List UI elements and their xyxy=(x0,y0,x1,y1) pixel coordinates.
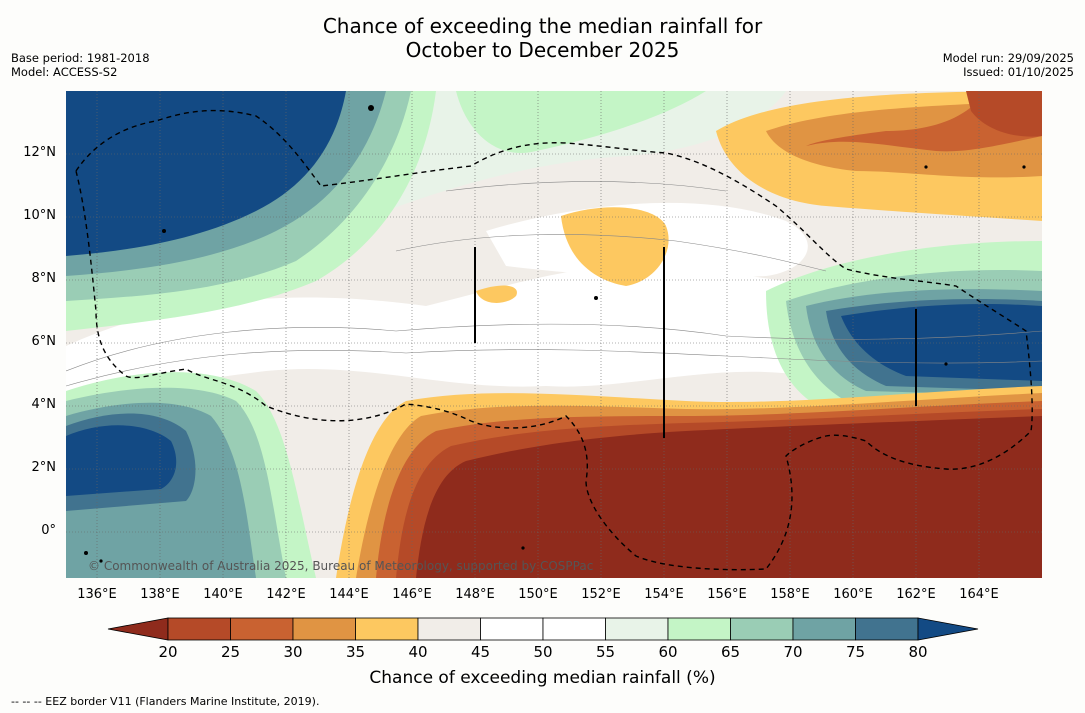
lon-label: 138°E xyxy=(140,587,180,602)
lon-label: 148°E xyxy=(455,587,495,602)
lat-label: 10°N xyxy=(23,208,56,223)
lon-label: 160°E xyxy=(833,587,873,602)
title-line-2: October to December 2025 xyxy=(405,38,680,62)
lon-label: 144°E xyxy=(329,587,369,602)
run-info: Model run: 29/09/2025 Issued: 01/10/2025 xyxy=(943,51,1074,79)
colorbar-swatch xyxy=(230,617,294,641)
lon-label: 158°E xyxy=(770,587,810,602)
island-marks xyxy=(84,105,1026,563)
region-65-70-north xyxy=(456,91,706,153)
colorbar-swatch xyxy=(167,617,231,641)
region-35-40-small xyxy=(476,285,517,303)
lat-label: 4°N xyxy=(31,397,57,412)
lon-label: 152°E xyxy=(581,587,621,602)
colorbar-swatch xyxy=(667,617,731,641)
colorbar-tick: 20 xyxy=(158,643,178,661)
map-gridlines xyxy=(66,91,1042,578)
title-line-1: Chance of exceeding the median rainfall … xyxy=(322,14,763,38)
rainfall-map: © Commonwealth of Australia 2025, Bureau… xyxy=(66,91,1042,578)
colorbar-tick: 35 xyxy=(345,643,366,661)
colorbar-tick: 70 xyxy=(783,643,803,661)
lat-label: 6°N xyxy=(31,334,57,349)
lon-label: 150°E xyxy=(518,587,558,602)
model-info: Base period: 1981-2018 Model: ACCESS-S2 xyxy=(11,51,150,79)
lon-label: 156°E xyxy=(707,587,747,602)
colorbar-tick: 25 xyxy=(220,643,241,661)
colorbar-swatch xyxy=(792,617,856,641)
region-20-25-ne xyxy=(966,91,1042,137)
boundary-segments xyxy=(474,247,917,438)
region-80-plus-east xyxy=(841,304,1042,381)
lon-label: 136°E xyxy=(77,587,117,602)
region-35-40-center xyxy=(561,207,669,286)
colorbar-swatch xyxy=(292,617,356,641)
colorbar-tick: 45 xyxy=(470,643,491,661)
lon-label: 142°E xyxy=(266,587,306,602)
model-run: Model run: 29/09/2025 xyxy=(942,51,1074,65)
colorbar-swatch xyxy=(855,617,919,641)
colorbar-swatch xyxy=(730,617,794,641)
region-80-plus-nw xyxy=(66,91,346,256)
lat-label: 12°N xyxy=(23,145,56,160)
colorbar-swatch xyxy=(480,617,544,641)
region-below-20-south xyxy=(416,416,1042,578)
lat-label: 0° xyxy=(41,523,56,538)
colorbar-low-arrow xyxy=(107,617,169,641)
chart-title: Chance of exceeding the median rainfall … xyxy=(0,14,1085,62)
colorbar-title: Chance of exceeding median rainfall (%) xyxy=(369,668,716,688)
colorbar-tick: 30 xyxy=(283,643,303,661)
model-name: Model: ACCESS-S2 xyxy=(11,65,118,79)
issued-date: Issued: 01/10/2025 xyxy=(963,65,1074,79)
lon-label: 140°E xyxy=(203,587,243,602)
lon-label: 146°E xyxy=(392,587,432,602)
colorbar-swatch xyxy=(605,617,669,641)
colorbar-tick: 55 xyxy=(595,643,616,661)
eez-border xyxy=(75,109,1033,571)
colorbar-tick: 60 xyxy=(658,643,678,661)
lat-label: 2°N xyxy=(31,460,57,475)
lon-label: 162°E xyxy=(896,587,936,602)
colorbar-swatch xyxy=(355,617,419,641)
lat-label: 8°N xyxy=(31,271,57,286)
colorbar-tick: 50 xyxy=(533,643,553,661)
lon-label: 164°E xyxy=(959,587,999,602)
region-80-plus-sw-core xyxy=(66,425,177,496)
copyright-notice: © Commonwealth of Australia 2025, Bureau… xyxy=(88,559,593,573)
lon-label: 154°E xyxy=(644,587,684,602)
colorbar-tick: 40 xyxy=(408,643,428,661)
base-period: Base period: 1981-2018 xyxy=(11,51,150,65)
colorbar-swatch xyxy=(417,617,481,641)
colorbar-tick: 65 xyxy=(720,643,741,661)
colorbar xyxy=(107,617,979,641)
eez-legend: -- -- -- EEZ border V11 (Flanders Marine… xyxy=(11,695,320,708)
colorbar-high-arrow xyxy=(917,617,979,641)
colorbar-swatch xyxy=(542,617,606,641)
contour-lines xyxy=(66,181,1042,387)
colorbar-tick: 80 xyxy=(908,643,928,661)
colorbar-tick: 75 xyxy=(845,643,866,661)
